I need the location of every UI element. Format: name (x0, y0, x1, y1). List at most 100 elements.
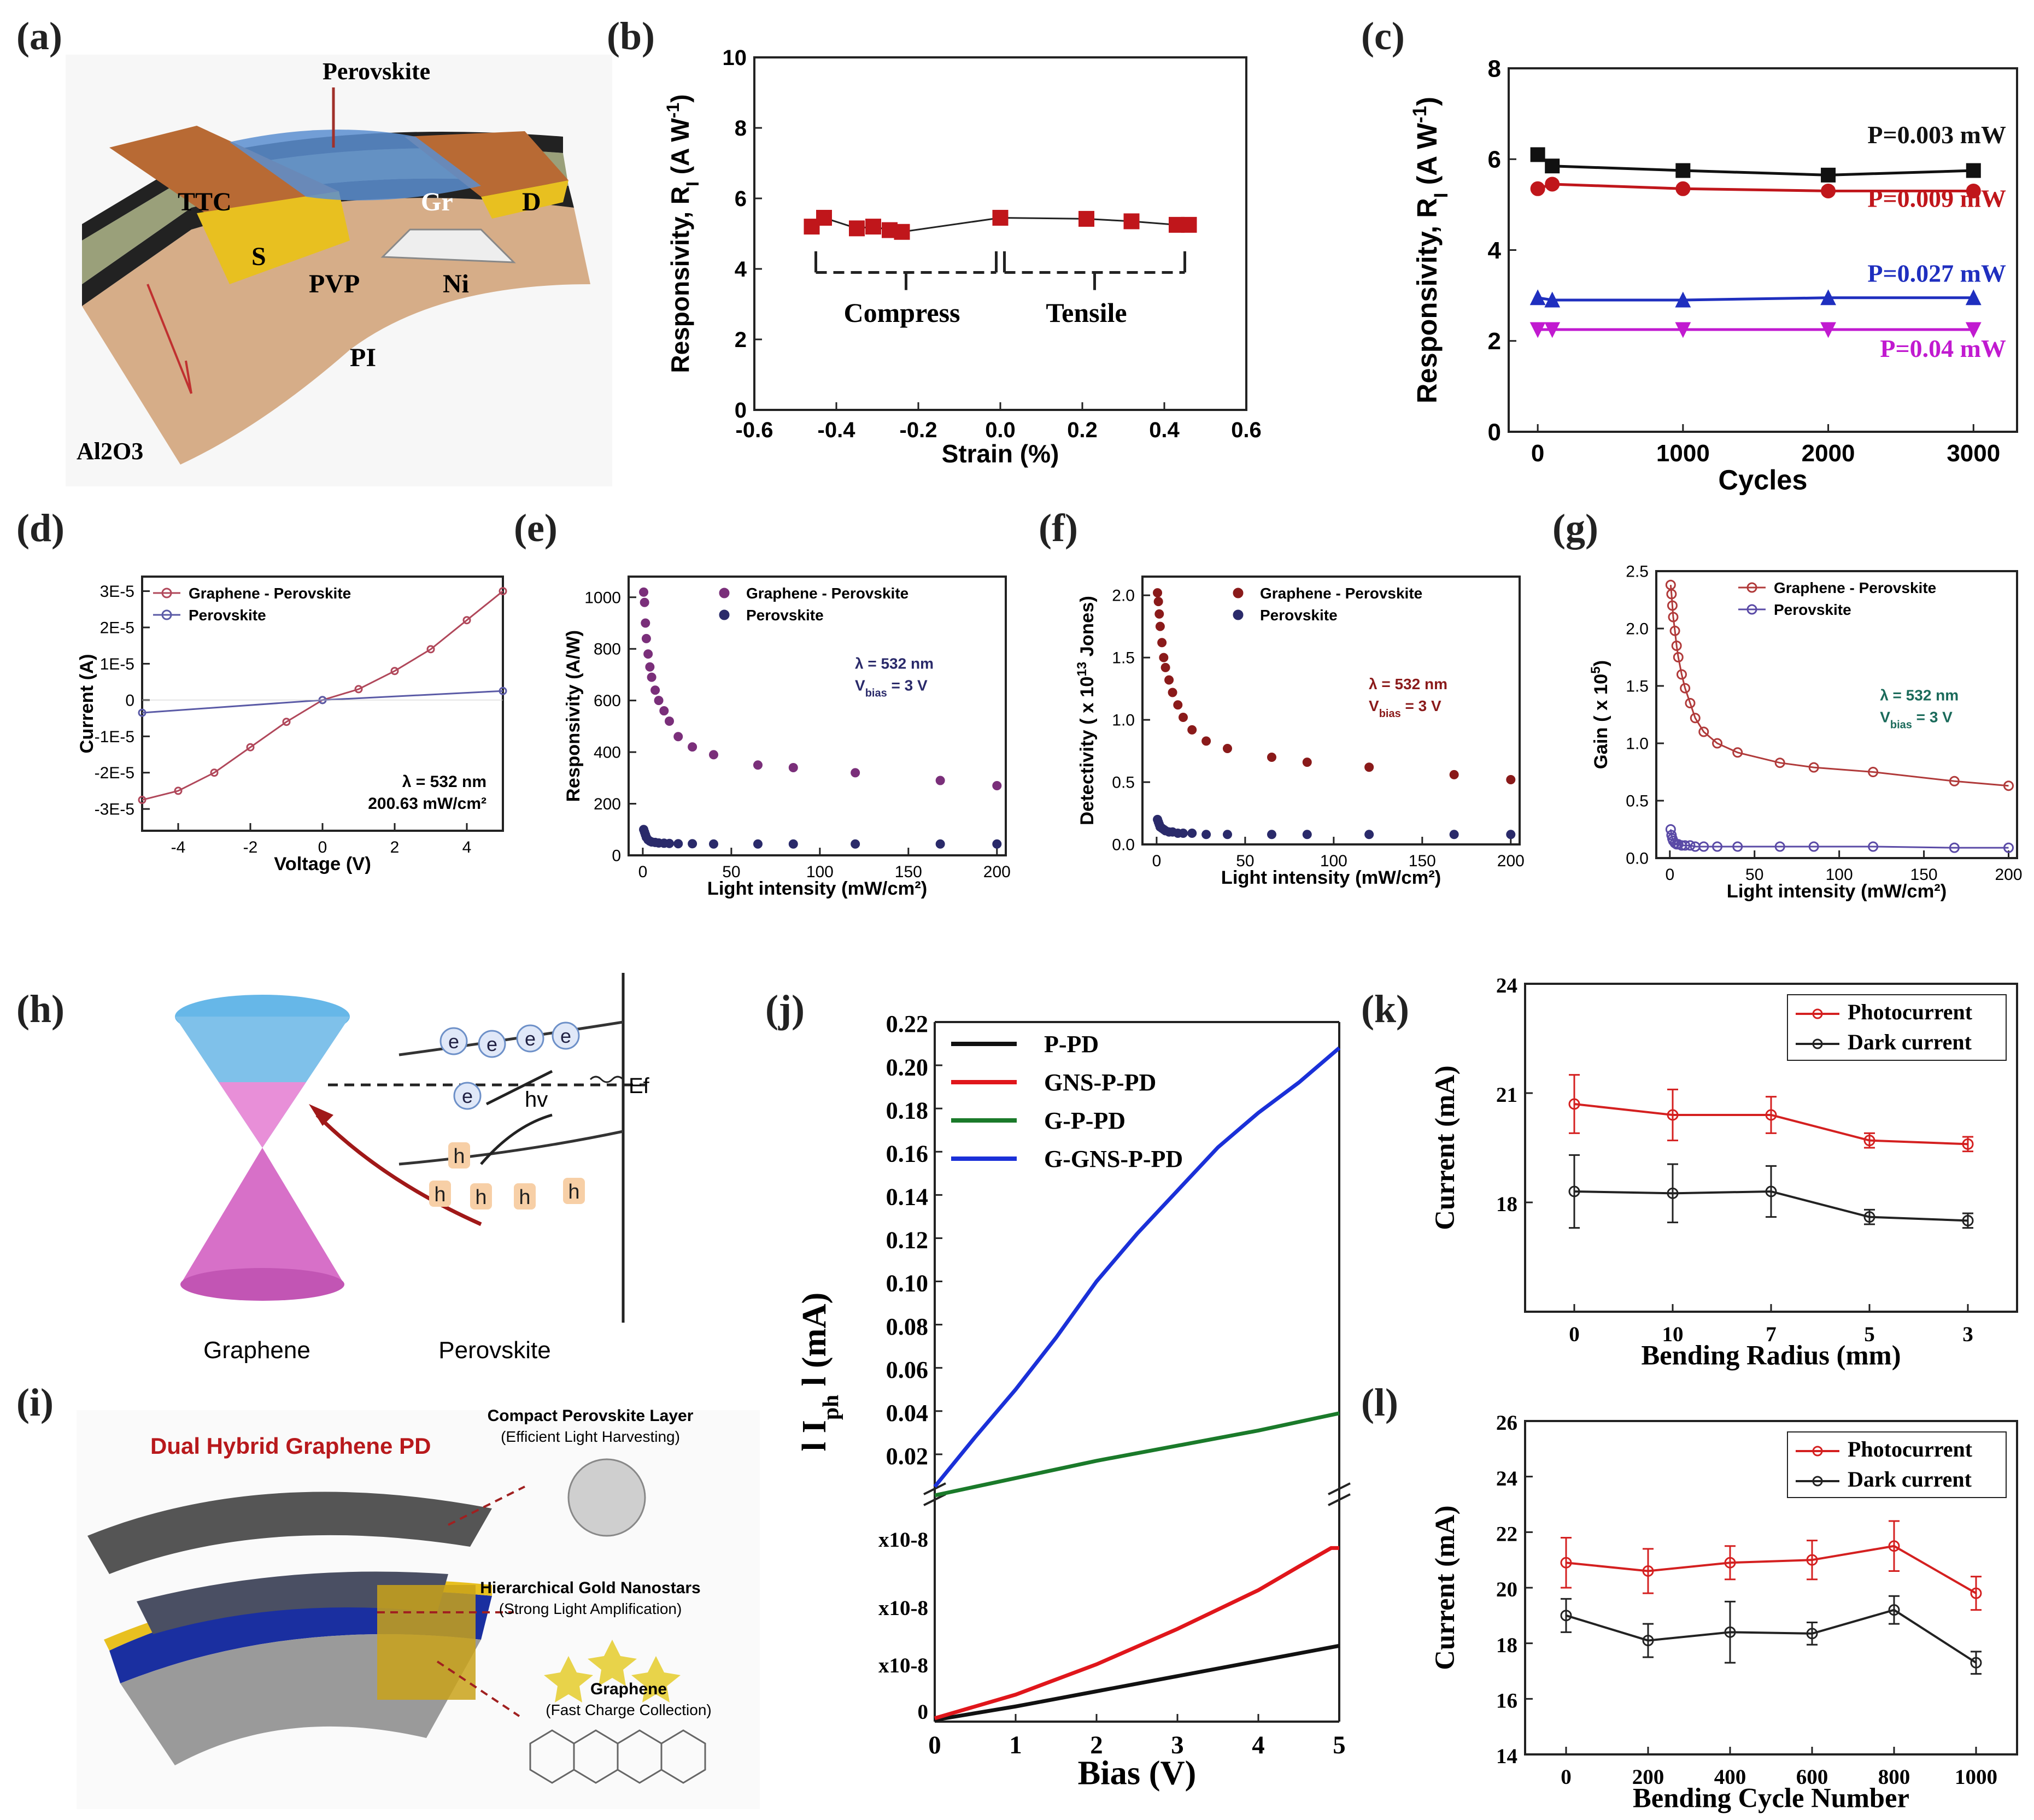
series-marker-g (1712, 841, 1723, 852)
x-tick-label: 100 (806, 863, 834, 881)
annotation-wavelength-e: λ = 532 nm (855, 655, 934, 672)
y-axis-label: Current (A) (77, 654, 97, 753)
y-axis-label-k: Current (mA) (1429, 1065, 1460, 1230)
source-electrode (197, 191, 350, 284)
y-tick-label-l: 24 (1496, 1467, 1517, 1490)
legend-marker-f (1233, 588, 1244, 598)
dual-hybrid-schematic-i: Dual Hybrid Graphene PD Compact Perovski… (77, 1407, 760, 1809)
x-tick-label-k: 0 (1569, 1323, 1580, 1346)
drain-top (405, 131, 568, 197)
x-tick-label: -0.6 (736, 418, 773, 442)
pointer-perovskite (448, 1486, 525, 1526)
series-marker-e (708, 839, 718, 849)
y-axis-label-part: -1 (1409, 106, 1431, 123)
legend-label-k: Dark current (1848, 1030, 1972, 1054)
hole-3 (470, 1183, 492, 1210)
electron-label-2: e (486, 1033, 497, 1055)
y-tick-label-j: 0.06 (886, 1357, 928, 1383)
y-tick-label: 10 (723, 46, 747, 70)
x-tick-label: 2000 (1802, 440, 1855, 467)
series-marker-e (647, 672, 656, 682)
axis-break-j (1328, 1493, 1351, 1506)
label-hv: hv (525, 1088, 548, 1112)
x-tick-label: 150 (1409, 852, 1436, 870)
series-marker-g (1808, 841, 1819, 852)
series-label-c: P=0.003 mW (1867, 121, 2006, 149)
x-tick-label: -0.2 (900, 418, 937, 442)
graphene-lattice-icon (529, 1729, 706, 1784)
device-schematic-a: Perovskite TTC Gr D S PVP Ni PI Al2O3 (66, 55, 612, 486)
series-marker-g (1949, 776, 1960, 786)
x-tick-label: 0 (1152, 852, 1162, 870)
series-marker-e (851, 839, 860, 849)
x-tick-label-j: 2 (1090, 1731, 1103, 1759)
y-tick-label: 1.5 (1112, 649, 1135, 667)
series-marker-f (1267, 830, 1276, 839)
series-marker-c (1821, 183, 1836, 198)
x-tick-label-k: 5 (1864, 1323, 1875, 1346)
panel-label-e: (e) (514, 506, 558, 550)
series-line-g (1669, 585, 2009, 787)
x-tick-label: 0 (1665, 866, 1674, 884)
y-axis-label: Responsivity, RI (A W-1) (1409, 97, 1452, 403)
annotation-wavelength-d: λ = 532 nm (402, 773, 486, 791)
x-tick-label: 0 (638, 863, 648, 881)
series-marker-g (1669, 625, 1680, 636)
filled-cone-region (219, 1082, 306, 1148)
hole-1 (448, 1142, 470, 1169)
series-marker-c (1544, 322, 1561, 338)
y-axis-label-part: Gain ( x 10 (1591, 674, 1611, 770)
y-tick-label: 200 (594, 795, 621, 813)
y-tick-label: 400 (594, 744, 621, 762)
data-point-l (1560, 1610, 1572, 1622)
legend-label-j: GNS-P-PD (1044, 1069, 1156, 1096)
data-point-l (1806, 1628, 1818, 1640)
x-tick-label: 0.0 (985, 418, 1016, 442)
panel-label-d: (d) (16, 506, 65, 550)
data-point-k (1962, 1214, 1974, 1226)
series-marker-c (1529, 322, 1546, 338)
y-axis-label-j: l Iph l (mA) (795, 1293, 843, 1452)
series-marker-g (1949, 842, 1960, 853)
label-perovskite: Perovskite (323, 58, 430, 85)
y-axis-label-part: -1 (663, 103, 683, 118)
y-axis-label-part: Detectivity ( x 10 (1077, 677, 1098, 825)
x-tick-label-k: 3 (1962, 1323, 1973, 1346)
label-pi: PI (350, 343, 376, 372)
legend-label-f: Perovskite (1260, 607, 1338, 624)
title-dual-hybrid: Dual Hybrid Graphene PD (150, 1433, 431, 1459)
chart-l: 0 200 400 600 800 1000 14 16 18 20 22 24 26 Bending C… (1429, 1411, 2018, 1813)
electron-3 (516, 1024, 544, 1053)
series-marker-g (1732, 841, 1743, 852)
chart-c: 0 1000 2000 3000 0 2 4 6 8 Cycles Responsivity, RI… (1409, 55, 2018, 496)
legend-label-l: Photocurrent (1848, 1437, 1973, 1461)
series-marker-e (753, 760, 763, 770)
panel-label-h: (h) (16, 987, 65, 1031)
y-axis-label-l: Current (mA) (1429, 1505, 1460, 1670)
legend-marker-l (1812, 1476, 1823, 1487)
electron-1 (439, 1027, 468, 1055)
label-fast-charge: (Fast Charge Collection) (546, 1701, 711, 1718)
bias-v: V (855, 677, 865, 694)
legend-label-l: Dark current (1848, 1467, 1972, 1492)
graphene-mesh-i (137, 1571, 448, 1634)
series-marker-g (1685, 698, 1696, 708)
bias-value: = 3 V (887, 677, 928, 694)
data-point-l (1560, 1557, 1572, 1569)
series-marker-e (673, 732, 683, 742)
excitation-arrow (485, 1070, 553, 1106)
annotation-bias-f: Vbias = 3 V (1369, 697, 1441, 720)
series-marker-e (708, 750, 718, 760)
photon-wave (589, 1076, 624, 1083)
bias-value: = 3 V (1912, 708, 1953, 725)
legend-label-g: Perovskite (1774, 601, 1851, 618)
panel-label-f: (f) (1039, 506, 1078, 550)
panel-label-k: (k) (1361, 987, 1409, 1031)
y-tick-label-k: 24 (1496, 974, 1517, 997)
y-tick-label: 0.0 (1112, 836, 1135, 854)
x-tick-label-j: 5 (1333, 1731, 1345, 1759)
y-tick-label: 1.5 (1626, 678, 1649, 696)
series-marker-f (1364, 762, 1374, 772)
series-marker-e (688, 839, 697, 849)
series-marker-f (1201, 736, 1211, 746)
